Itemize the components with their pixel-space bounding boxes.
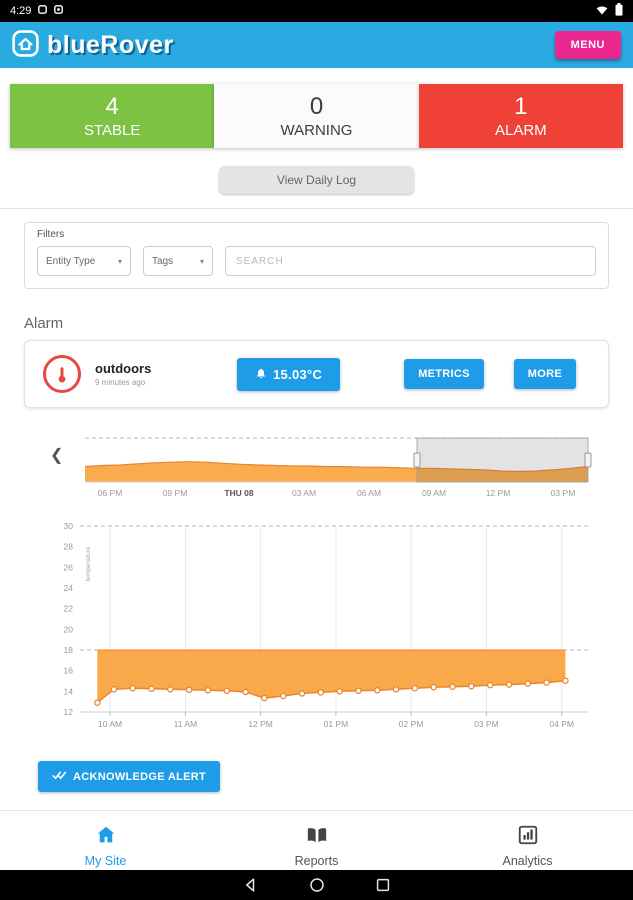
- stable-count: 4: [105, 93, 119, 121]
- acknowledge-alert-button[interactable]: ACKNOWLEDGE ALERT: [38, 761, 221, 792]
- acknowledge-label: ACKNOWLEDGE ALERT: [73, 770, 207, 783]
- stable-label: STABLE: [83, 121, 141, 139]
- wifi-icon: [596, 5, 608, 18]
- alarm-count: 1: [514, 93, 528, 121]
- app-header: blueRover MENU: [0, 22, 633, 68]
- scroll-left-button[interactable]: ❮: [50, 447, 64, 464]
- notification-icon: [38, 5, 48, 17]
- svg-text:24: 24: [64, 583, 74, 593]
- svg-text:22: 22: [64, 604, 74, 614]
- svg-text:03 PM: 03 PM: [551, 488, 576, 498]
- svg-text:03 AM: 03 AM: [292, 488, 316, 498]
- svg-text:11 AM: 11 AM: [174, 719, 197, 729]
- svg-text:01 PM: 01 PM: [324, 719, 349, 729]
- svg-text:09 AM: 09 AM: [422, 488, 446, 498]
- warning-label: WARNING: [280, 121, 353, 139]
- home-logo-icon: [12, 30, 39, 60]
- alarm-section-title: Alarm: [24, 315, 64, 332]
- nav-item-reports[interactable]: Reports: [211, 824, 422, 868]
- svg-text:12: 12: [64, 707, 74, 717]
- double-check-icon: [52, 770, 67, 783]
- menu-button[interactable]: MENU: [554, 31, 621, 59]
- svg-text:06 AM: 06 AM: [357, 488, 381, 498]
- metrics-button[interactable]: METRICS: [404, 359, 484, 389]
- filters-title: Filters: [37, 229, 65, 240]
- alarm-device-card: outdoors 9 minutes ago 15.03°C METRICS M…: [24, 340, 609, 408]
- back-button[interactable]: [241, 875, 261, 895]
- svg-text:30: 30: [64, 521, 74, 531]
- bottom-navigation: My Site Reports Analytics: [0, 811, 633, 881]
- battery-icon: [615, 3, 623, 19]
- svg-text:12 PM: 12 PM: [486, 488, 511, 498]
- svg-text:18: 18: [64, 645, 74, 655]
- svg-text:14: 14: [64, 686, 74, 696]
- svg-text:03 PM: 03 PM: [474, 719, 499, 729]
- divider: [0, 208, 633, 209]
- svg-text:26: 26: [64, 562, 74, 572]
- search-input[interactable]: [225, 246, 596, 276]
- temperature-value: 15.03°C: [273, 366, 323, 382]
- svg-text:16: 16: [64, 666, 74, 676]
- device-last-reading-time: 9 minutes ago: [95, 378, 146, 387]
- more-button[interactable]: MORE: [513, 359, 576, 389]
- nav-label: Analytics: [502, 854, 553, 868]
- app-logo[interactable]: blueRover: [12, 30, 174, 60]
- nav-item-my-site[interactable]: My Site: [0, 824, 211, 868]
- svg-text:02 PM: 02 PM: [399, 719, 424, 729]
- svg-text:12 PM: 12 PM: [248, 719, 273, 729]
- chevron-down-icon: ▾: [199, 256, 204, 266]
- reports-icon: [306, 824, 328, 849]
- svg-text:04 PM: 04 PM: [549, 719, 574, 729]
- nav-label: My Site: [84, 854, 127, 868]
- alarm-label: ALARM: [494, 121, 547, 139]
- entity-type-value: Entity Type: [46, 255, 96, 267]
- svg-text:THU 08: THU 08: [224, 488, 254, 498]
- chevron-down-icon: ▾: [117, 256, 122, 266]
- range-navigator-chart[interactable]: 06 PM 09 PM THU 08 03 AM 06 AM 09 AM 12 PM 03 P…: [0, 430, 633, 505]
- recents-button[interactable]: [373, 875, 393, 895]
- divider: [0, 810, 633, 811]
- nav-label: Reports: [294, 854, 339, 868]
- temperature-button[interactable]: 15.03°C: [237, 357, 341, 391]
- status-bar: 4:29: [0, 0, 633, 22]
- alarm-card-summary[interactable]: 1 ALARM: [418, 84, 623, 148]
- android-navigation-bar: [0, 870, 633, 900]
- svg-text:10 AM: 10 AM: [98, 719, 122, 729]
- svg-text:06 PM: 06 PM: [98, 488, 123, 498]
- chart-area: ❮ 06 PM 09 PM THU 08 03 AM 06 AM 09 AM 12 PM 03…: [0, 430, 633, 743]
- svg-text:20: 20: [64, 624, 74, 634]
- svg-text:09 PM: 09 PM: [163, 488, 188, 498]
- stable-card[interactable]: 4 STABLE: [10, 84, 215, 148]
- svg-text:temperature: temperature: [85, 546, 92, 581]
- home-icon: [95, 824, 117, 849]
- notification-icon: [54, 5, 64, 17]
- svg-text:28: 28: [64, 542, 74, 552]
- nav-item-analytics[interactable]: Analytics: [422, 824, 633, 868]
- home-button[interactable]: [307, 875, 327, 895]
- warning-card[interactable]: 0 WARNING: [214, 84, 419, 148]
- analytics-icon: [517, 824, 539, 849]
- entity-type-select[interactable]: Entity Type ▾: [37, 246, 131, 276]
- clock: 4:29: [10, 5, 32, 17]
- app-title: blueRover: [47, 30, 174, 59]
- filters-panel: Filters Entity Type ▾ Tags ▾: [24, 222, 609, 289]
- warning-count: 0: [309, 93, 324, 121]
- device-name[interactable]: outdoors: [95, 361, 152, 376]
- temperature-chart[interactable]: 10 AM 11 AM 12 PM 01 PM 02 PM 03 PM 04 PM 12 14 1…: [0, 510, 633, 738]
- view-daily-log-button[interactable]: View Daily Log: [218, 166, 415, 194]
- tags-value: Tags: [152, 255, 174, 267]
- sensor-icon: [43, 355, 81, 393]
- tags-select[interactable]: Tags ▾: [143, 246, 213, 276]
- status-summary: 4 STABLE 0 WARNING 1 ALARM: [10, 84, 623, 148]
- bell-icon: [255, 367, 267, 382]
